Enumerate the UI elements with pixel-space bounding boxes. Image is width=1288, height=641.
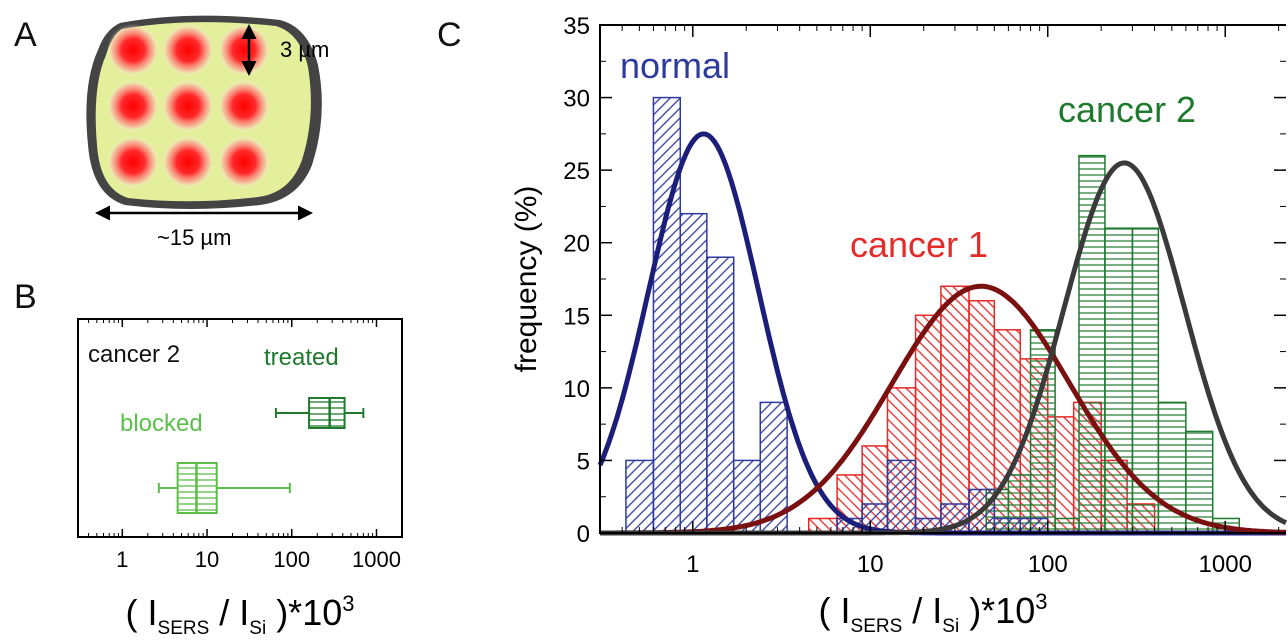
sers-spot <box>162 136 214 188</box>
x-tick-label: 1000 <box>352 547 401 572</box>
sers-spots <box>107 24 270 188</box>
sers-spot <box>218 24 270 76</box>
x-tick-label: 10 <box>857 551 884 578</box>
box-plot-ticks <box>77 319 403 537</box>
bar-normal <box>625 459 655 534</box>
histogram-y-label: frequency (%) <box>510 186 543 373</box>
sers-spot <box>218 80 270 132</box>
series-label-cancer1: cancer 1 <box>850 224 988 265</box>
bar-cancer2 <box>1029 329 1056 534</box>
y-tick-label: 35 <box>563 13 590 40</box>
y-tick-label: 20 <box>563 231 590 258</box>
box-blocked <box>157 462 291 514</box>
x-tick-label: 1 <box>686 551 699 578</box>
sers-spot <box>107 136 159 188</box>
bar-normal <box>886 459 917 534</box>
x-tick-label: 10 <box>195 547 219 572</box>
height-label: 3 µm <box>280 37 329 62</box>
box-plot: cancer 2 treated blocked 1 10 100 1000 ( IS… <box>77 318 403 639</box>
box-plot-frame <box>77 318 403 538</box>
histogram-tick-labels: 1 10 100 1000 0 5 10 15 20 25 30 35 <box>563 13 1252 578</box>
y-tick-label: 0 <box>577 521 590 548</box>
box-plot-boxes <box>157 397 365 514</box>
bar-normal <box>679 212 708 534</box>
y-tick-label: 25 <box>563 158 590 185</box>
y-tick-label: 5 <box>577 448 590 475</box>
histogram-chart: 1 10 100 1000 0 5 10 15 20 25 30 35 normal cancer 1… <box>510 13 1288 637</box>
series-label-normal: normal <box>620 45 730 86</box>
y-tick-label: 10 <box>563 376 590 403</box>
box-treated <box>274 397 365 429</box>
sers-spot <box>162 24 214 76</box>
sers-spot <box>218 136 270 188</box>
x-tick-label: 100 <box>1028 551 1068 578</box>
box-plot-tick-labels: 1 10 100 1000 <box>116 547 401 572</box>
panel-b-letter: B <box>14 278 37 316</box>
box-plot-title-label: cancer 2 <box>88 341 180 368</box>
sers-spot <box>162 80 214 132</box>
box-plot-x-label: ( ISERS / ISi )*103 <box>126 591 355 639</box>
cell-schematic: 3 µm ~15 µm <box>86 15 329 250</box>
y-tick-label: 30 <box>563 86 590 113</box>
box-label-blocked: blocked <box>120 410 203 437</box>
x-tick-label: 100 <box>273 547 310 572</box>
x-tick-label: 1 <box>116 547 128 572</box>
bar-cancer2 <box>1104 227 1134 534</box>
panel-a-letter: A <box>14 16 37 54</box>
series-label-cancer2: cancer 2 <box>1058 89 1196 130</box>
histogram-ticks <box>599 24 1286 534</box>
bar-normal <box>652 96 682 534</box>
y-tick-label: 15 <box>563 303 590 330</box>
bar-normal <box>706 256 735 534</box>
width-label: ~15 µm <box>157 225 231 250</box>
histogram-bars <box>625 96 1241 534</box>
fit-curve-cancer1 <box>600 283 1286 536</box>
sers-spot <box>107 24 159 76</box>
bar-cancer1 <box>914 314 942 534</box>
box-label-treated: treated <box>264 344 339 371</box>
x-tick-label: 1000 <box>1199 551 1252 578</box>
bar-cancer1 <box>940 285 970 534</box>
histogram-x-label: ( ISERS / ISi )*103 <box>819 589 1048 637</box>
sers-spot <box>107 80 159 132</box>
panel-c-letter: C <box>437 16 462 54</box>
box <box>308 397 346 429</box>
